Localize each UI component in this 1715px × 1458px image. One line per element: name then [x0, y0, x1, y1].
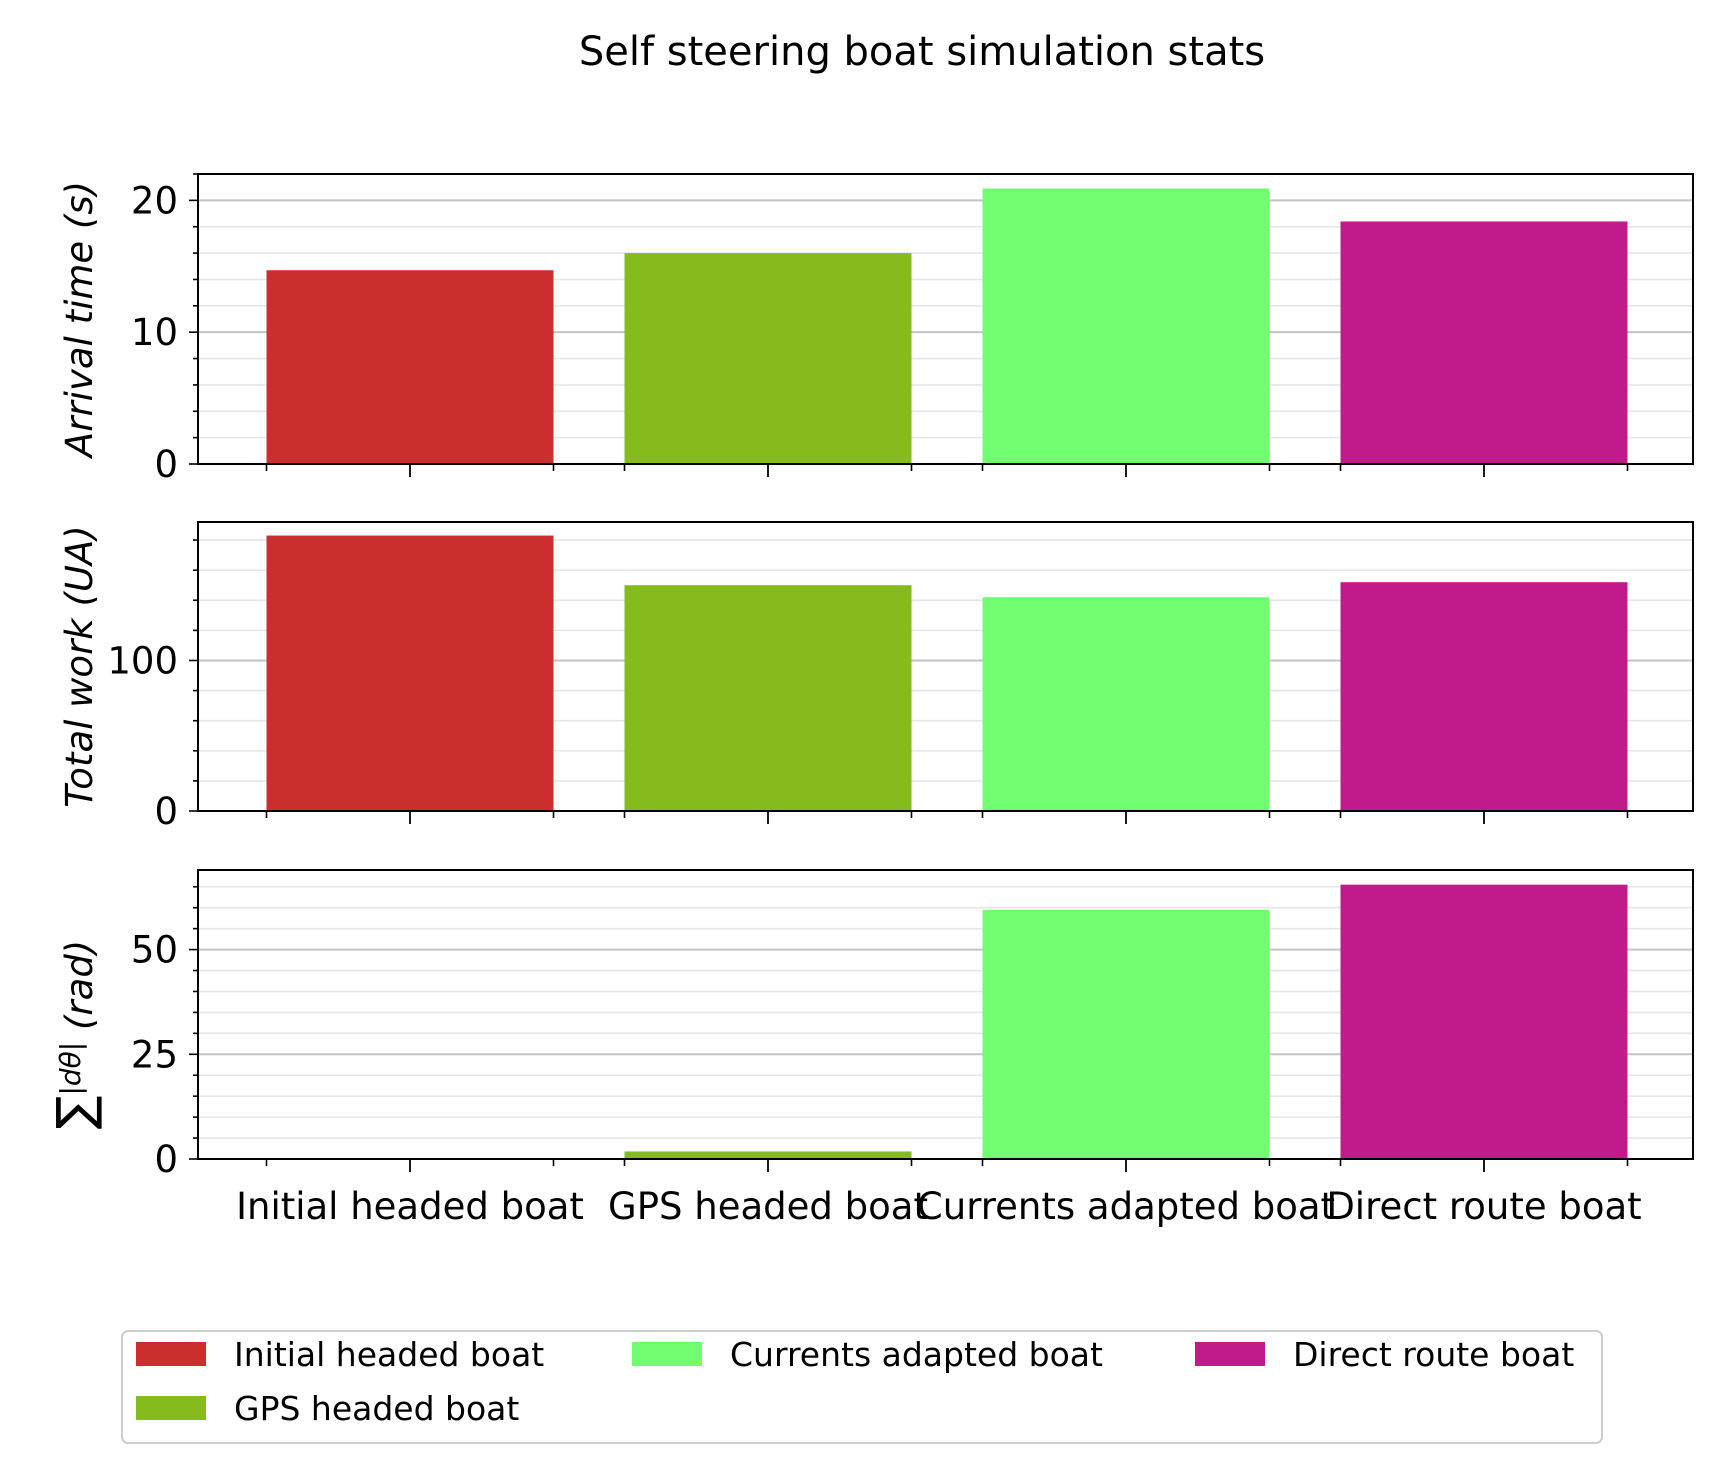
axes-frame	[197, 173, 1694, 465]
bar-3-3	[982, 909, 1270, 1159]
legend-swatch	[136, 1396, 206, 1420]
bar-2-2	[624, 585, 912, 811]
legend-label: GPS headed boat	[234, 1389, 519, 1428]
y-tick-label: 100	[107, 639, 178, 682]
bar-3-2	[624, 1151, 912, 1159]
bar-2-1	[266, 535, 554, 811]
axes-frame	[197, 869, 1694, 1160]
y-axis-label-unit: (rad)	[58, 940, 101, 1042]
legend-swatch	[632, 1342, 702, 1366]
legend-swatch	[1195, 1342, 1265, 1366]
y-axis-label-sub: |dθ|	[54, 1042, 87, 1096]
bar-1-1	[266, 270, 554, 464]
axes-frame	[197, 521, 1694, 812]
y-tick-label: 50	[131, 929, 178, 972]
y-tick-label: 0	[154, 790, 178, 833]
bar-3-4	[1340, 884, 1628, 1159]
legend-swatch	[136, 1342, 206, 1366]
y-tick-label: 0	[154, 443, 178, 486]
bar-1-3	[982, 188, 1270, 464]
legend-label: Direct route boat	[1293, 1335, 1574, 1374]
legend-label: Currents adapted boat	[730, 1335, 1103, 1374]
y-tick-label: 25	[131, 1033, 178, 1076]
x-tick-label: Currents adapted boat	[917, 1185, 1335, 1228]
legend: Initial headed boat GPS headed boat Curren…	[121, 1330, 1603, 1444]
y-axis-label-symbol: ∑	[46, 1096, 104, 1130]
bar-1-4	[1340, 221, 1628, 464]
x-tick-label: GPS headed boat	[608, 1185, 928, 1228]
y-axis-label: Arrival time (s)	[58, 181, 101, 459]
chart-title: Self steering boat simulation stats	[579, 29, 1265, 75]
y-tick-label: 0	[154, 1138, 178, 1181]
y-tick-label: 10	[131, 311, 178, 354]
panel-1: 0 10 20 Arrival time (s)	[58, 173, 1694, 486]
y-axis-label: Total work (UA)	[58, 525, 101, 807]
x-tick-label: Direct route boat	[1326, 1185, 1641, 1228]
legend-label: Initial headed boat	[234, 1335, 544, 1374]
bar-2-4	[1340, 582, 1628, 811]
panel-3: 0 25 50 ∑|dθ| (rad) Initial headed boat GPS h…	[46, 869, 1694, 1228]
bar-2-3	[982, 597, 1270, 811]
y-tick-label: 20	[131, 179, 178, 222]
x-tick-label: Initial headed boat	[236, 1185, 584, 1228]
bar-1-2	[624, 253, 912, 464]
y-axis-label: ∑|dθ| (rad)	[46, 940, 104, 1130]
